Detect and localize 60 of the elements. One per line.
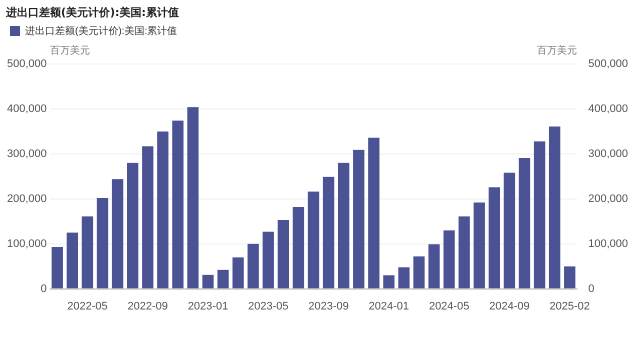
bar [96,198,108,288]
bar [428,244,440,288]
bar [413,256,425,288]
bar [504,172,516,288]
bar [52,246,63,288]
bar [338,162,350,288]
bar [488,187,500,288]
x-tick-label: 2024-05 [428,300,470,312]
y-tick-label: 200,000 [6,192,47,205]
y-axis-title: 百万美元 [50,44,90,57]
bar [232,257,244,288]
bar [308,192,320,288]
x-tick-label: 2024-01 [368,300,410,312]
x-tick-label: 2022-09 [128,300,168,312]
y-tick-label: 300,000 [6,148,47,160]
y-tick-label: 500,000 [6,58,47,70]
bar [383,275,395,288]
bar [66,232,78,288]
bar [443,230,455,288]
x-tick-label: 2023-05 [248,300,288,312]
legend-label: 进出口差额(美元计价):美国:累计值 [25,24,178,37]
bar [172,120,184,288]
x-tick-label: 2024-09 [489,300,530,312]
bar [458,216,470,288]
bar [187,107,199,288]
y2-tick-label: 0 [588,282,594,295]
y2-tick-label: 100,000 [588,238,628,250]
bar [398,267,410,288]
y2-tick-label: 400,000 [588,102,628,115]
bar [202,274,214,288]
bar [217,270,229,288]
bar [248,244,259,288]
bar [564,266,576,288]
bar [368,138,380,288]
y2-axis-title: 百万美元 [537,44,578,57]
chart-title: 进出口差额(美元计价):美国:累计值 [6,5,179,20]
x-tick-label: 2023-09 [308,300,349,312]
bar [292,206,304,288]
bar [157,131,168,288]
bar [353,150,364,288]
bar [474,202,485,288]
y-tick-label: 100,000 [6,238,47,250]
bar [142,146,154,288]
bar [127,162,138,288]
bar [322,176,334,288]
y2-tick-label: 300,000 [588,148,628,160]
y-tick-label: 400,000 [6,102,47,115]
y-tick-label: 0 [40,282,47,295]
x-tick-label: 2025-02 [550,300,590,312]
y2-tick-label: 200,000 [588,192,628,205]
bar [112,179,124,288]
bar [548,126,560,288]
y2-tick-label: 500,000 [588,58,628,70]
bar [278,220,290,288]
bar [534,141,546,288]
x-tick-label: 2022-05 [67,300,108,312]
bar [518,158,530,288]
bar [262,232,274,288]
x-tick-label: 2023-01 [188,300,228,312]
bar [82,216,94,288]
